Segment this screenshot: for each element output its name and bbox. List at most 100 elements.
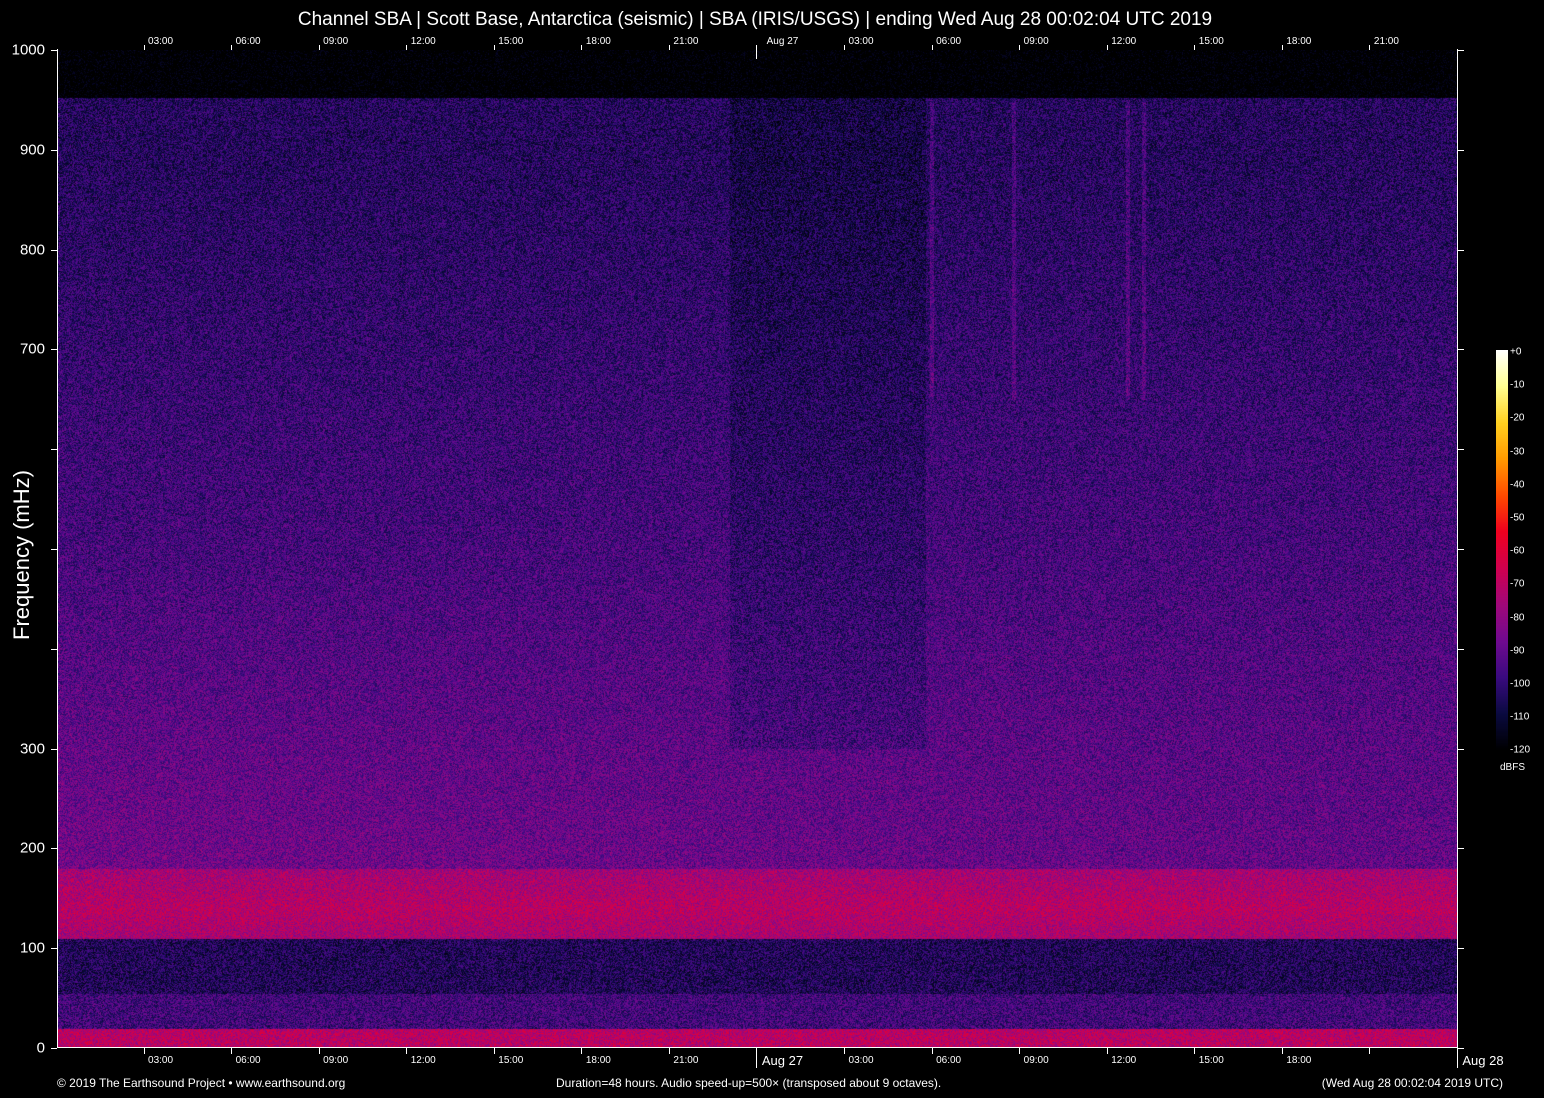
x-tick-label-top: 06:00 bbox=[236, 36, 261, 47]
x-tick-label-bottom: 09:00 bbox=[323, 1055, 348, 1066]
footer-timestamp: (Wed Aug 28 00:02:04 2019 UTC) bbox=[1322, 1076, 1503, 1090]
x-tick-label-top: 15:00 bbox=[1199, 36, 1224, 47]
x-tick-label-top: 03:00 bbox=[148, 36, 173, 47]
x-tick-label-bottom: 06:00 bbox=[236, 1055, 261, 1066]
y-tick-label: 200 bbox=[0, 840, 45, 857]
y-tick-left bbox=[51, 150, 57, 151]
x-tick-label-bottom: Aug 28 bbox=[1462, 1053, 1503, 1068]
y-tick-label: 900 bbox=[0, 141, 45, 158]
y-tick-left bbox=[51, 50, 57, 51]
x-tick-top bbox=[231, 45, 232, 50]
footer-copyright[interactable]: © 2019 The Earthsound Project • www.eart… bbox=[57, 1076, 345, 1090]
x-tick-bottom bbox=[1107, 1048, 1108, 1054]
x-tick-label-top: Aug 27 bbox=[767, 36, 799, 47]
y-tick-left bbox=[51, 250, 57, 251]
x-tick-top bbox=[319, 45, 320, 50]
y-tick-right bbox=[1458, 549, 1464, 550]
colorbar-tick-label: +0 bbox=[1510, 347, 1521, 358]
y-tick-label: 0 bbox=[0, 1040, 45, 1057]
x-tick-label-bottom: 12:00 bbox=[411, 1055, 436, 1066]
x-tick-label-top: 12:00 bbox=[411, 36, 436, 47]
y-tick-label: 100 bbox=[0, 940, 45, 957]
x-tick-bottom bbox=[756, 1048, 757, 1068]
y-tick-right bbox=[1458, 948, 1464, 949]
x-tick-top bbox=[669, 45, 670, 50]
y-tick-right bbox=[1458, 150, 1464, 151]
x-tick-top bbox=[144, 45, 145, 50]
x-tick-bottom bbox=[231, 1048, 232, 1054]
y-tick-right bbox=[1458, 349, 1464, 350]
x-tick-label-bottom: 03:00 bbox=[849, 1055, 874, 1066]
colorbar bbox=[1496, 350, 1508, 750]
x-tick-label-bottom: 09:00 bbox=[1024, 1055, 1049, 1066]
colorbar-tick-label: -10 bbox=[1510, 380, 1524, 391]
x-tick-label-top: 18:00 bbox=[586, 36, 611, 47]
x-tick-label-top: 18:00 bbox=[1286, 36, 1311, 47]
x-tick-label-top: 21:00 bbox=[1374, 36, 1399, 47]
y-tick-label: 300 bbox=[0, 740, 45, 757]
y-tick-right bbox=[1458, 848, 1464, 849]
x-tick-bottom bbox=[319, 1048, 320, 1054]
y-tick-left bbox=[51, 449, 57, 450]
colorbar-tick-label: -90 bbox=[1510, 645, 1524, 656]
chart-title: Channel SBA | Scott Base, Antarctica (se… bbox=[0, 9, 1510, 31]
colorbar-tick-label: -80 bbox=[1510, 612, 1524, 623]
x-tick-top bbox=[581, 45, 582, 50]
x-tick-label-bottom: 15:00 bbox=[1199, 1055, 1224, 1066]
x-tick-bottom bbox=[581, 1048, 582, 1054]
x-tick-label-top: 09:00 bbox=[323, 36, 348, 47]
y-tick-right bbox=[1458, 649, 1464, 650]
x-tick-bottom bbox=[494, 1048, 495, 1054]
y-tick-right bbox=[1458, 749, 1464, 750]
y-tick-left bbox=[51, 1048, 57, 1049]
y-tick-right bbox=[1458, 1048, 1464, 1049]
x-tick-top bbox=[1194, 45, 1195, 50]
x-tick-bottom bbox=[1019, 1048, 1020, 1054]
colorbar-tick-label: -30 bbox=[1510, 446, 1524, 457]
x-tick-top bbox=[756, 45, 757, 59]
y-tick-label: 1000 bbox=[0, 42, 45, 59]
spectrogram-heatmap bbox=[57, 50, 1458, 1048]
x-tick-label-bottom: 18:00 bbox=[586, 1055, 611, 1066]
x-tick-bottom bbox=[932, 1048, 933, 1054]
x-tick-bottom bbox=[1369, 1048, 1370, 1054]
colorbar-tick-label: -120 bbox=[1510, 745, 1530, 756]
y-tick-left bbox=[51, 749, 57, 750]
colorbar-tick-label: -20 bbox=[1510, 413, 1524, 424]
x-tick-label-bottom: 12:00 bbox=[1111, 1055, 1136, 1066]
x-tick-label-top: 12:00 bbox=[1111, 36, 1136, 47]
colorbar-tick-label: -60 bbox=[1510, 546, 1524, 557]
x-tick-top bbox=[494, 45, 495, 50]
y-tick-label: 700 bbox=[0, 341, 45, 358]
x-tick-bottom bbox=[1282, 1048, 1283, 1054]
x-tick-top bbox=[1369, 45, 1370, 50]
y-axis-title: Frequency (mHz) bbox=[9, 470, 35, 640]
colorbar-tick-label: -110 bbox=[1510, 712, 1529, 723]
y-tick-left bbox=[51, 848, 57, 849]
y-tick-left bbox=[51, 349, 57, 350]
colorbar-unit: dBFS bbox=[1500, 762, 1525, 773]
colorbar-tick-label: -50 bbox=[1510, 513, 1524, 524]
x-tick-top bbox=[406, 45, 407, 50]
x-tick-bottom bbox=[1457, 1048, 1458, 1068]
x-tick-label-top: 06:00 bbox=[936, 36, 961, 47]
x-tick-bottom bbox=[669, 1048, 670, 1054]
x-tick-label-bottom: 18:00 bbox=[1286, 1055, 1311, 1066]
y-tick-right bbox=[1458, 449, 1464, 450]
x-tick-label-top: 03:00 bbox=[849, 36, 874, 47]
x-tick-top bbox=[1282, 45, 1283, 50]
x-tick-bottom bbox=[406, 1048, 407, 1054]
x-tick-label-bottom: 06:00 bbox=[936, 1055, 961, 1066]
x-tick-top bbox=[1019, 45, 1020, 50]
colorbar-tick-label: -100 bbox=[1510, 679, 1530, 690]
x-tick-label-top: 21:00 bbox=[673, 36, 698, 47]
x-tick-label-bottom: 03:00 bbox=[148, 1055, 173, 1066]
x-tick-top bbox=[844, 45, 845, 50]
y-tick-right bbox=[1458, 50, 1464, 51]
x-tick-label-bottom: 21:00 bbox=[673, 1055, 698, 1066]
y-tick-label: 800 bbox=[0, 241, 45, 258]
y-tick-left bbox=[51, 549, 57, 550]
x-tick-bottom bbox=[1194, 1048, 1195, 1054]
footer-info: Duration=48 hours. Audio speed-up=500× (… bbox=[556, 1076, 941, 1090]
y-tick-left bbox=[51, 948, 57, 949]
